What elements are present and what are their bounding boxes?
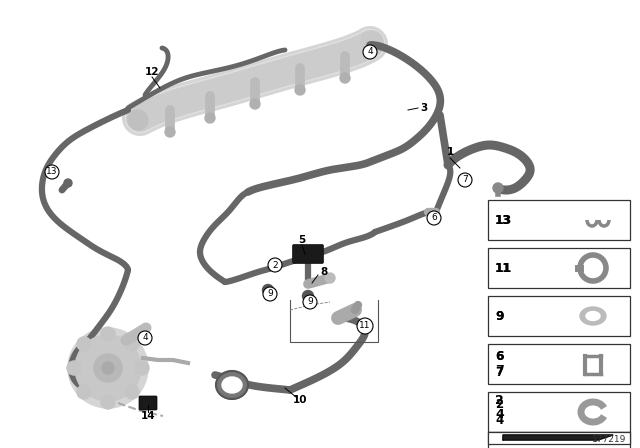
- Circle shape: [250, 99, 260, 109]
- Circle shape: [138, 331, 152, 345]
- Text: 4: 4: [142, 333, 148, 343]
- Circle shape: [361, 31, 383, 53]
- Circle shape: [303, 295, 317, 309]
- Text: 13: 13: [46, 168, 58, 177]
- Circle shape: [102, 362, 114, 374]
- Circle shape: [268, 258, 282, 272]
- Ellipse shape: [586, 311, 600, 320]
- Text: 2: 2: [272, 260, 278, 270]
- Text: 7: 7: [462, 176, 468, 185]
- Circle shape: [68, 328, 148, 408]
- Circle shape: [128, 110, 148, 130]
- FancyBboxPatch shape: [292, 245, 323, 263]
- Text: 9: 9: [267, 289, 273, 298]
- Circle shape: [325, 273, 335, 283]
- Circle shape: [125, 385, 139, 399]
- Text: 6: 6: [495, 350, 504, 363]
- Circle shape: [94, 354, 122, 382]
- Bar: [488, 200, 630, 240]
- Text: 9: 9: [307, 297, 313, 306]
- Circle shape: [458, 173, 472, 187]
- Text: 6: 6: [431, 214, 437, 223]
- Text: 10: 10: [292, 395, 307, 405]
- Text: 1: 1: [446, 147, 454, 157]
- Text: 12: 12: [145, 67, 159, 77]
- Text: 7: 7: [495, 365, 504, 378]
- Text: 5: 5: [298, 235, 306, 245]
- Bar: [488, 392, 630, 432]
- Text: 11: 11: [495, 262, 513, 275]
- Polygon shape: [503, 435, 613, 440]
- Bar: [488, 344, 630, 384]
- Circle shape: [363, 45, 377, 59]
- Text: 4: 4: [367, 47, 373, 56]
- Circle shape: [340, 73, 350, 83]
- Circle shape: [135, 361, 149, 375]
- Ellipse shape: [216, 371, 248, 399]
- Text: 13: 13: [495, 214, 511, 227]
- Circle shape: [357, 318, 373, 334]
- Bar: [488, 432, 630, 444]
- Circle shape: [165, 127, 175, 137]
- Bar: [488, 432, 630, 448]
- Circle shape: [64, 179, 72, 187]
- Text: 4: 4: [495, 408, 504, 421]
- Circle shape: [263, 287, 277, 301]
- Circle shape: [101, 327, 115, 341]
- Circle shape: [77, 337, 91, 351]
- Circle shape: [75, 335, 141, 401]
- Text: 2
4: 2 4: [495, 397, 503, 426]
- Circle shape: [101, 395, 115, 409]
- Text: 14: 14: [141, 411, 156, 421]
- Text: 11: 11: [495, 262, 511, 275]
- Circle shape: [262, 284, 273, 296]
- Text: 9: 9: [495, 310, 504, 323]
- Circle shape: [493, 183, 503, 193]
- Text: 9: 9: [495, 310, 503, 323]
- Circle shape: [77, 385, 91, 399]
- Text: 3: 3: [420, 103, 428, 113]
- Circle shape: [303, 290, 314, 302]
- Circle shape: [427, 211, 441, 225]
- Circle shape: [125, 337, 139, 351]
- FancyBboxPatch shape: [139, 396, 157, 410]
- Ellipse shape: [222, 377, 242, 393]
- Text: 177219: 177219: [591, 435, 626, 444]
- Ellipse shape: [580, 307, 606, 325]
- Text: 2: 2: [495, 393, 504, 406]
- Circle shape: [67, 361, 81, 375]
- Text: 13: 13: [495, 214, 513, 227]
- Circle shape: [45, 165, 59, 179]
- Circle shape: [205, 113, 215, 123]
- Bar: [488, 248, 630, 288]
- Text: 8: 8: [321, 267, 328, 277]
- Bar: [488, 296, 630, 336]
- Circle shape: [295, 85, 305, 95]
- Text: 6
7: 6 7: [495, 349, 503, 379]
- Text: 11: 11: [359, 322, 371, 331]
